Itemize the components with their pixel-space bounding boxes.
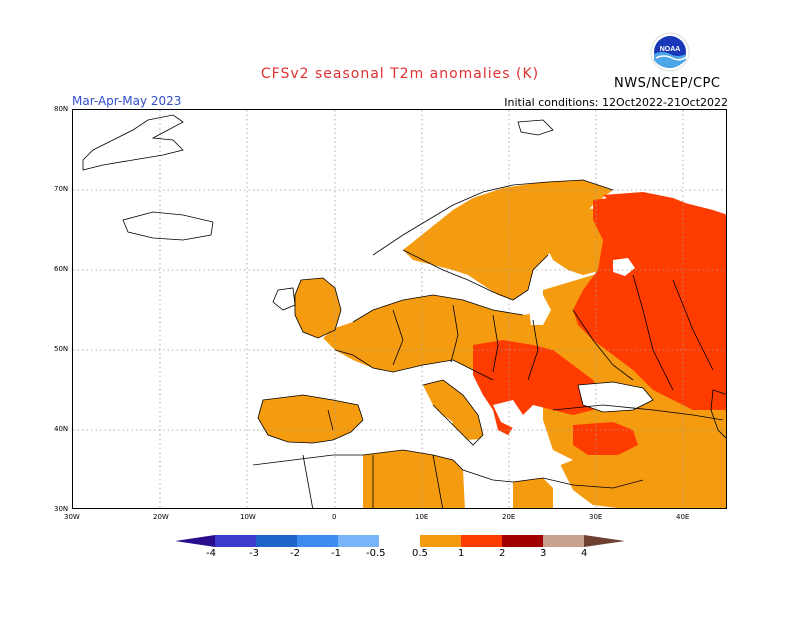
agency-label: NWS/NCEP/CPC (614, 76, 721, 91)
colorbar-segment (338, 535, 379, 547)
colorbar-tick: -2 (290, 548, 300, 559)
colorbar-tick: 1 (458, 548, 465, 559)
colorbar-segment (256, 535, 297, 547)
colorbar-segment (215, 535, 256, 547)
lon-label: 30E (589, 513, 603, 521)
colorbar-segment (461, 535, 502, 547)
colorbar-tick: -4 (206, 548, 216, 559)
colorbar-tick: 0.5 (412, 548, 428, 559)
colorbar-segment (502, 535, 543, 547)
colorbar-tick: -1 (331, 548, 341, 559)
colorbar-segment (584, 535, 625, 547)
lat-label: 40N (54, 425, 69, 433)
lat-label: 30N (54, 505, 69, 513)
anomaly-map (72, 109, 727, 509)
map-canvas (73, 110, 726, 508)
lon-label: 20W (153, 513, 169, 521)
colorbar-segment (175, 535, 215, 547)
noaa-logo-text: NOAA (660, 46, 681, 53)
colorbar-segment (297, 535, 338, 547)
initial-conditions-label: Initial conditions: 12Oct2022-21Oct2022 (504, 96, 728, 109)
colorbar-segment (420, 535, 461, 547)
lon-label: 10E (415, 513, 429, 521)
lat-label: 70N (54, 185, 69, 193)
lon-label: 40E (676, 513, 690, 521)
lon-label: 0 (332, 513, 337, 521)
lon-label: 10W (240, 513, 256, 521)
lon-label: 30W (64, 513, 80, 521)
coastlines (82, 114, 726, 508)
graticule (73, 110, 726, 508)
colorbar (175, 535, 625, 547)
lat-label: 50N (54, 345, 69, 353)
season-label: Mar-Apr-May 2023 (72, 94, 182, 108)
colorbar-tick: 4 (581, 548, 588, 559)
noaa-logo-icon: NOAA (650, 32, 690, 72)
chart-title: CFSv2 seasonal T2m anomalies (K) (260, 66, 540, 82)
lat-label: 60N (54, 265, 69, 273)
anomaly-band-1-2 (473, 192, 726, 455)
sea-areas (388, 258, 653, 472)
colorbar-tick: 2 (499, 548, 506, 559)
colorbar-tick: -0.5 (366, 548, 386, 559)
colorbar-segment (379, 535, 420, 547)
lat-label: 80N (54, 105, 69, 113)
colorbar-tick: -3 (249, 548, 259, 559)
colorbar-segment (543, 535, 584, 547)
colorbar-tick: 3 (540, 548, 547, 559)
lon-label: 20E (502, 513, 516, 521)
